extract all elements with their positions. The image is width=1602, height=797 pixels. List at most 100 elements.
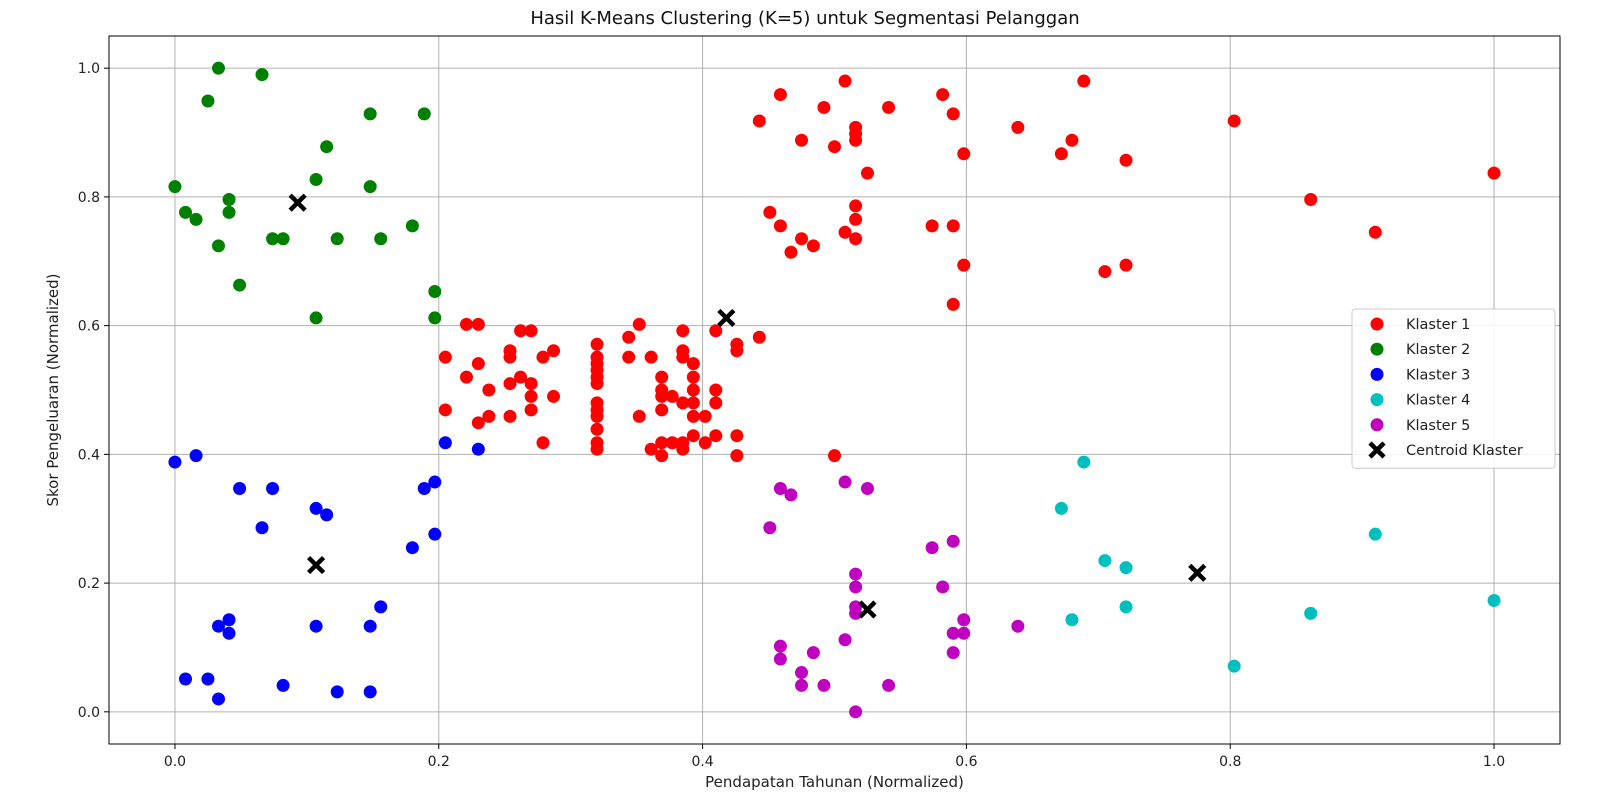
cluster-2-point <box>417 107 431 121</box>
centroid-marker <box>858 600 877 619</box>
cluster-1-point <box>698 436 712 450</box>
cluster-1-point <box>795 133 809 147</box>
cluster-1-point <box>795 232 809 246</box>
centroid-marker-stroke <box>288 193 307 212</box>
y-tick-label: 0.8 <box>78 190 100 206</box>
cluster-1-point <box>1077 74 1091 88</box>
cluster-2-point <box>211 239 225 253</box>
cluster-points <box>168 61 1501 719</box>
cluster-1-point <box>860 166 874 180</box>
plot-frame <box>108 35 1561 745</box>
cluster-2-point <box>309 173 323 187</box>
cluster-4-point <box>1077 455 1091 469</box>
cluster-1-point <box>730 429 744 443</box>
cluster-1-point <box>882 100 896 114</box>
cluster-1-point <box>655 449 669 463</box>
cluster-2-point <box>405 219 419 233</box>
cluster-3-point <box>168 455 182 469</box>
cluster-1-point <box>828 140 841 154</box>
grid-lines <box>109 36 1560 744</box>
cluster-1-point <box>514 370 528 384</box>
cluster-5-point <box>784 488 798 502</box>
cluster-1-point <box>1368 225 1382 239</box>
centroid-marker <box>1188 563 1207 582</box>
x-tick-label: 1.0 <box>1483 754 1505 770</box>
cluster-3-point <box>438 436 452 450</box>
cluster-1-point <box>1304 192 1318 206</box>
cluster-1-point <box>817 100 831 114</box>
cluster-2-point <box>330 232 344 246</box>
cluster-1-point <box>655 403 669 417</box>
chart-title: Hasil K-Means Clustering (K=5) untuk Seg… <box>530 8 1079 29</box>
legend-label: Klaster 1 <box>1406 317 1470 333</box>
legend-label: Klaster 4 <box>1406 393 1470 409</box>
cluster-1-point <box>849 232 863 246</box>
cluster-1-point <box>784 245 798 259</box>
cluster-1-point <box>524 324 538 338</box>
cluster-2-point <box>189 212 203 226</box>
cluster-1-point <box>536 436 550 450</box>
cluster-2-point <box>201 94 215 108</box>
cluster-1-point <box>482 383 496 397</box>
x-tick-label: 0.4 <box>691 754 713 770</box>
cluster-1-point <box>686 396 700 410</box>
cluster-1-point <box>655 436 669 450</box>
cluster-1-point <box>1119 153 1133 167</box>
cluster-3-point <box>330 685 344 699</box>
cluster-5-point <box>1011 619 1025 633</box>
cluster-1-point <box>471 357 485 371</box>
cluster-3-point <box>201 672 215 686</box>
x-tick-label: 0.6 <box>955 754 977 770</box>
cluster-5-point <box>882 678 896 692</box>
cluster-5-point <box>936 580 950 594</box>
cluster-1-point <box>665 389 679 403</box>
cluster-1-point <box>946 297 960 311</box>
cluster-1-point <box>655 370 669 384</box>
cluster-5-point <box>946 534 960 548</box>
cluster-3-point <box>374 600 388 614</box>
cluster-1-point <box>849 212 863 226</box>
cluster-1-point <box>524 377 538 391</box>
cluster-4-point <box>1368 527 1382 541</box>
cluster-2-point <box>266 232 280 246</box>
cluster-3-point <box>320 508 334 522</box>
y-tick-label: 0.4 <box>78 447 100 463</box>
cluster-1-point <box>644 442 658 456</box>
cluster-3-point <box>266 481 280 495</box>
cluster-1-point <box>503 409 517 423</box>
cluster-1-point <box>655 389 669 403</box>
cluster-3-point <box>276 678 290 692</box>
cluster-1-point <box>590 337 604 351</box>
cluster-1-point <box>1098 265 1112 279</box>
y-tick-label: 1.0 <box>78 61 100 77</box>
cluster-1-point <box>438 350 452 364</box>
cluster-5-point <box>795 666 809 680</box>
cluster-1-point <box>1011 120 1025 134</box>
cluster-1-point <box>686 370 700 384</box>
y-tick-label: 0.6 <box>78 319 100 335</box>
cluster-1-point <box>622 350 636 364</box>
cluster-4-point <box>1054 501 1068 515</box>
cluster-1-point <box>957 258 971 272</box>
cluster-1-point <box>773 219 787 233</box>
legend-label: Centroid Klaster <box>1406 443 1523 459</box>
cluster-1-point <box>1227 114 1241 128</box>
centroid-marker-stroke <box>858 600 877 619</box>
cluster-2-point <box>276 232 290 246</box>
cluster-1-point <box>709 429 723 443</box>
cluster-4-point <box>1098 554 1112 568</box>
x-tick-label: 0.0 <box>164 754 186 770</box>
centroid-marker-stroke <box>717 308 736 328</box>
cluster-5-point <box>763 521 777 535</box>
cluster-4-point <box>1304 606 1318 620</box>
cluster-1-point <box>503 377 517 391</box>
legend-label: Klaster 5 <box>1406 418 1470 434</box>
cluster-2-point <box>309 311 323 325</box>
cluster-4-point <box>1227 659 1241 673</box>
cluster-1-point <box>514 324 528 338</box>
cluster-2-point <box>222 205 236 219</box>
cluster-1-point <box>590 409 604 423</box>
cluster-3-point <box>417 481 431 495</box>
cluster-1-point <box>752 114 766 128</box>
